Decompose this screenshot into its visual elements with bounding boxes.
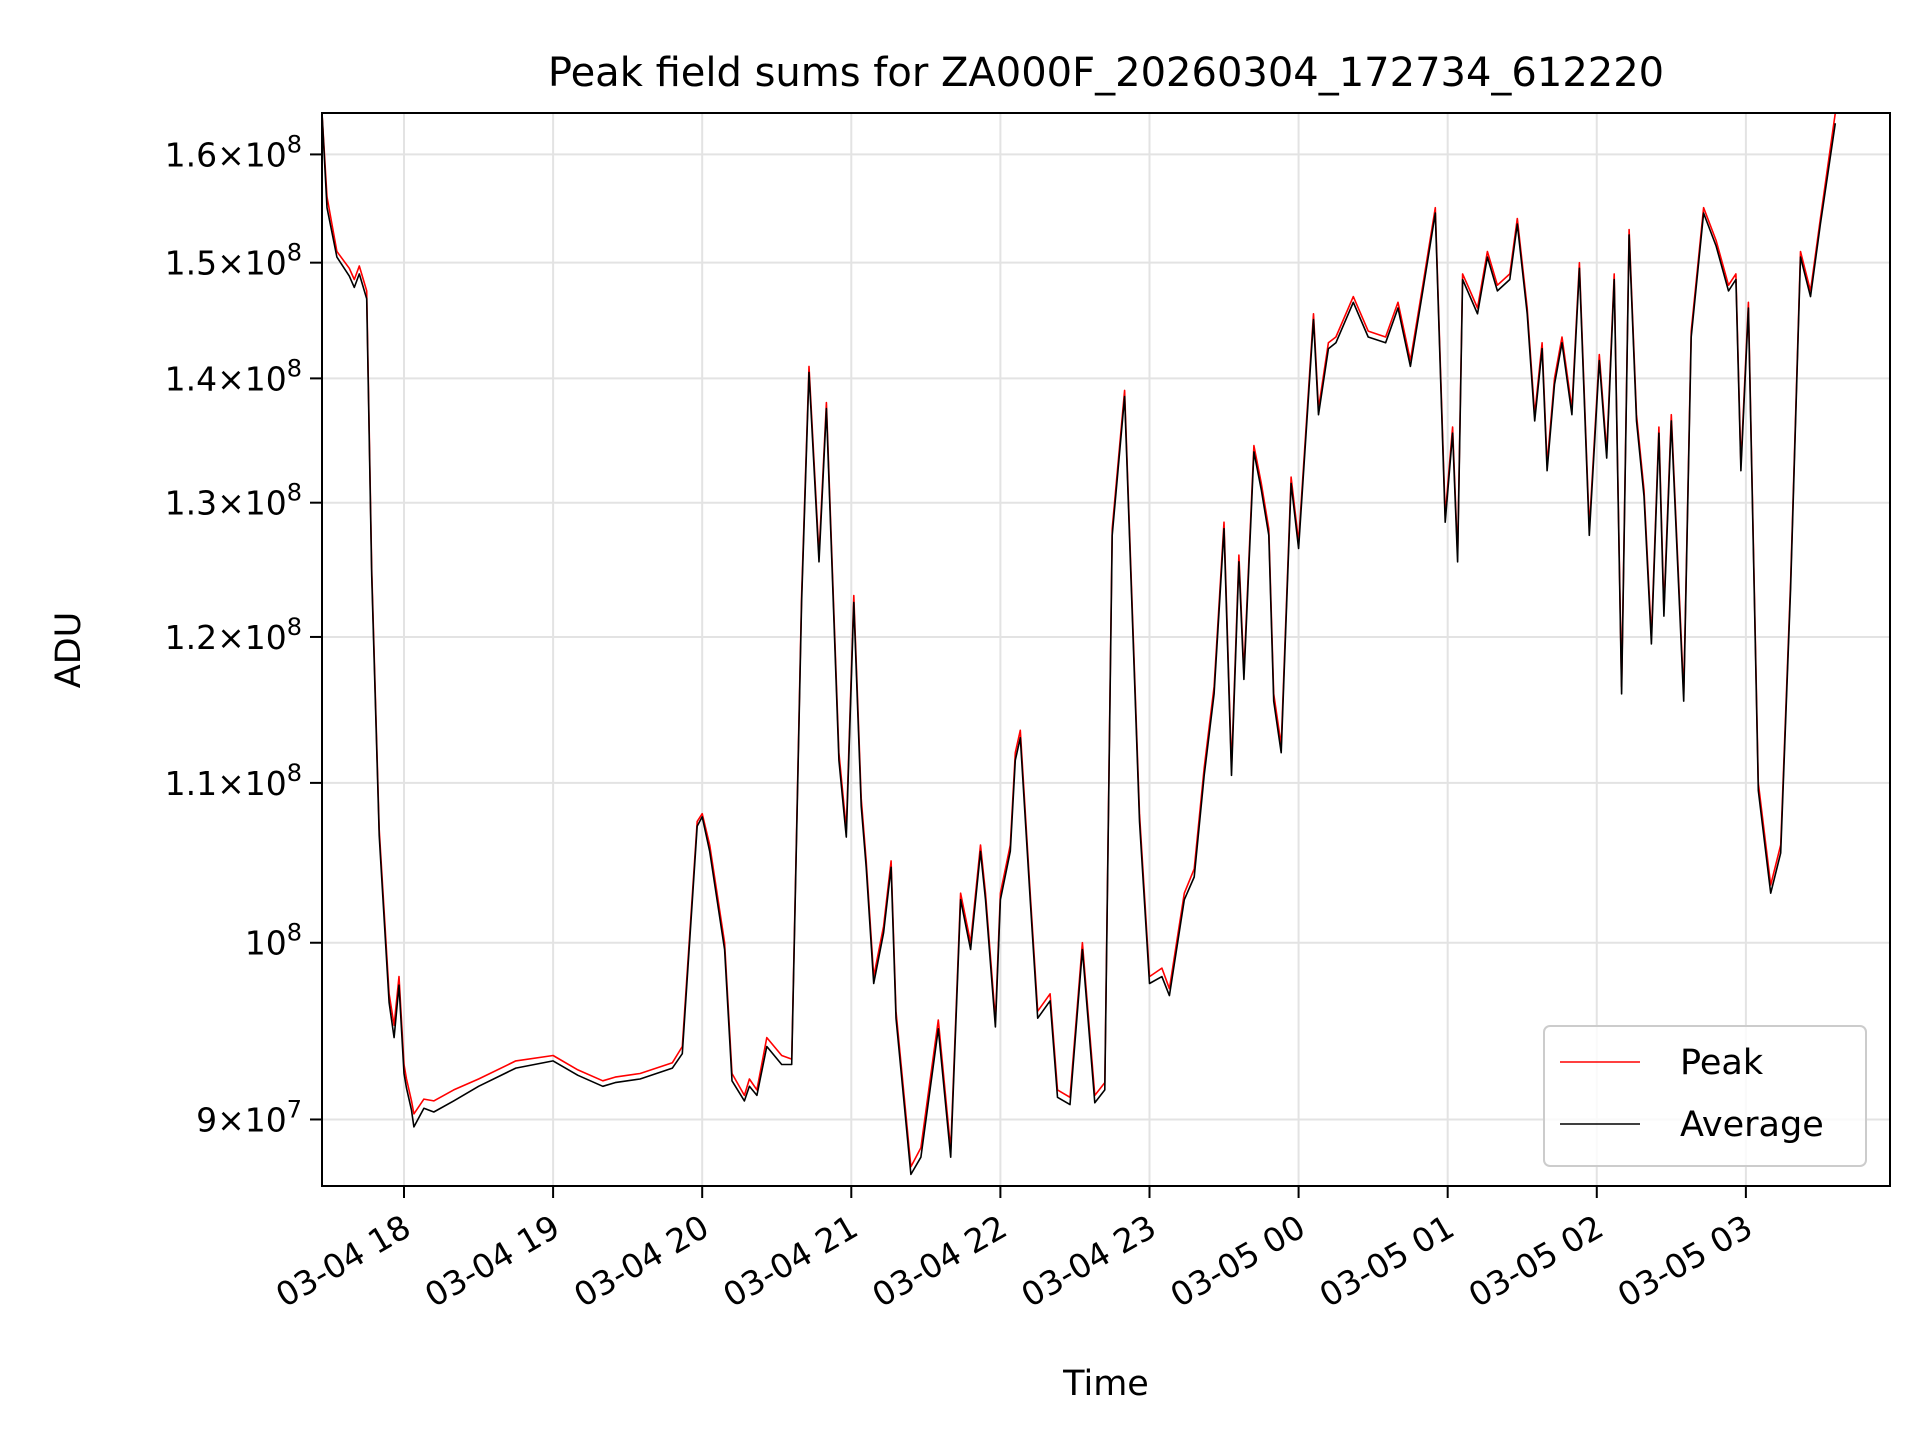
y-axis-label: ADU (49, 612, 89, 689)
legend-box (1543, 1025, 1867, 1167)
y-tick-label: 108 (245, 919, 302, 963)
x-axis-label: Time (1062, 1364, 1149, 1404)
legend-label-peak: Peak (1680, 1043, 1764, 1083)
y-tick-label: 1.1×108 (165, 759, 302, 803)
y-tick-label: 9×107 (196, 1095, 302, 1139)
legend-label-average: Average (1680, 1105, 1824, 1145)
grid-layer (322, 113, 1890, 1186)
series-layer (321, 112, 1837, 1176)
series-line-average (321, 112, 1837, 1176)
plot-area-frame (321, 112, 1891, 1187)
chart-title: Peak field sums for ZA000F_20260304_1727… (548, 50, 1664, 96)
y-tick-label: 1.3×108 (165, 479, 302, 523)
legend: Peak Average (1543, 1025, 1867, 1167)
y-tick-label: 1.2×108 (165, 613, 302, 657)
y-tick-label: 1.4×108 (165, 354, 302, 398)
y-tick-label: 1.6×108 (165, 130, 302, 174)
y-tick-label: 1.5×108 (165, 239, 302, 283)
